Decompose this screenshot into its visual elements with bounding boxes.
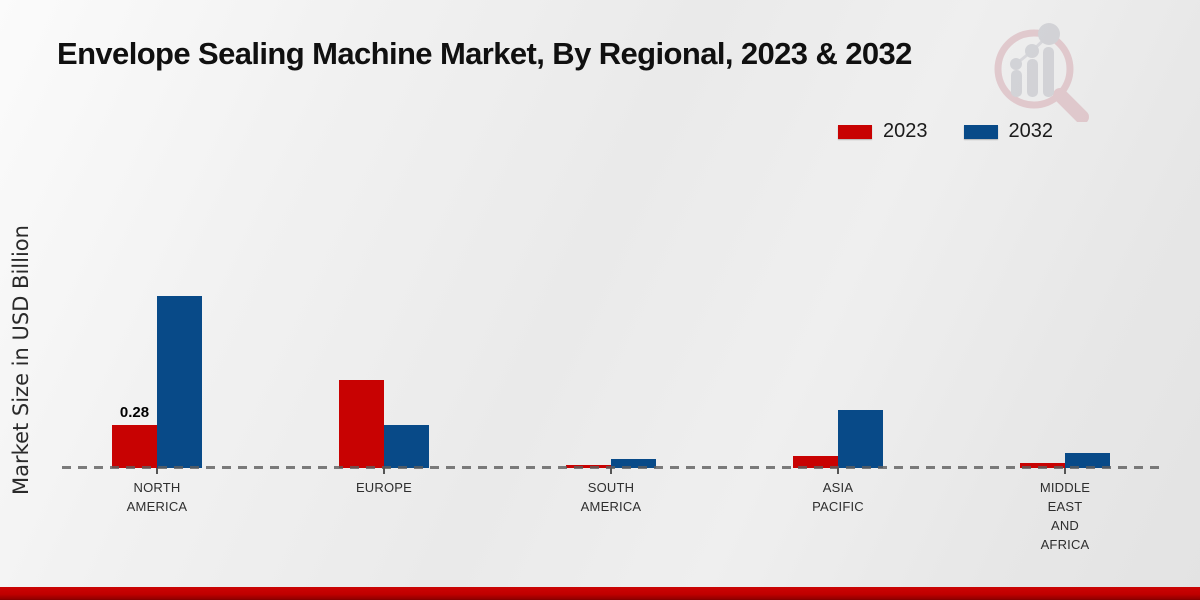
bar-2023-asia-pacific bbox=[793, 456, 838, 468]
x-axis-tick bbox=[383, 468, 385, 474]
bar-icon bbox=[1027, 59, 1038, 97]
legend-swatch-2023 bbox=[838, 124, 872, 139]
footer-red-bar bbox=[0, 587, 1200, 600]
category-label-asia-pacific: ASIA PACIFIC bbox=[812, 480, 864, 514]
bar-icon bbox=[1043, 47, 1054, 97]
legend-label-2032: 2032 bbox=[1008, 120, 1054, 142]
legend-item-2032: 2032 bbox=[963, 120, 1054, 143]
bar-2032-middle-east-and-africa bbox=[1065, 453, 1110, 468]
bar-2032-europe bbox=[384, 425, 429, 468]
category-label-north-america: NORTH AMERICA bbox=[126, 480, 188, 514]
dot-icon bbox=[1010, 58, 1022, 70]
mrfr-logo-watermark bbox=[994, 23, 1089, 122]
bar-2032-asia-pacific bbox=[838, 410, 883, 468]
x-axis-tick bbox=[156, 468, 158, 474]
legend-item-2023: 2023 bbox=[838, 120, 928, 143]
bar-2032-north-america bbox=[157, 296, 202, 468]
magnifier-handle-icon bbox=[1053, 88, 1089, 122]
category-label-europe: EUROPE bbox=[355, 480, 413, 495]
x-axis-tick bbox=[610, 468, 612, 474]
chart-title: Envelope Sealing Machine Market, By Regi… bbox=[57, 36, 912, 71]
data-label-2023-north-america: 0.28 bbox=[119, 404, 150, 421]
bar-2023-europe bbox=[339, 380, 384, 468]
magnifier-circle-icon bbox=[994, 29, 1074, 109]
x-axis-tick bbox=[1064, 468, 1066, 474]
legend: 2023 2032 bbox=[838, 120, 1053, 143]
bar-2032-south-america bbox=[611, 459, 656, 468]
legend-label-2023: 2023 bbox=[883, 120, 928, 142]
category-label-south-america: SOUTH AMERICA bbox=[580, 480, 642, 514]
category-label-middle-east-and-africa: MIDDLE EAST AND AFRICA bbox=[1039, 480, 1091, 552]
bar-2023-middle-east-and-africa bbox=[1020, 463, 1065, 468]
dot-icon bbox=[1025, 44, 1039, 58]
x-axis-tick bbox=[837, 468, 839, 474]
legend-swatch-2032 bbox=[963, 124, 998, 139]
bar-icon bbox=[1011, 70, 1022, 97]
bar-2023-north-america bbox=[112, 425, 157, 468]
dot-icon bbox=[1038, 23, 1060, 45]
baseline-dashed-line bbox=[62, 466, 1160, 469]
